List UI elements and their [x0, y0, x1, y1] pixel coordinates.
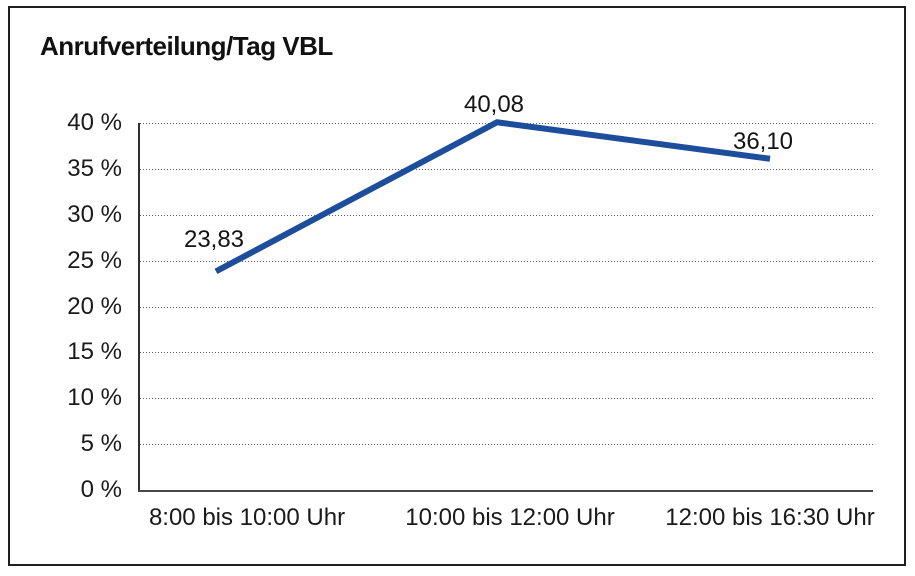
y-tick-label: 15 % — [67, 338, 122, 366]
series-line — [214, 119, 771, 275]
gridline — [140, 260, 873, 262]
gridline — [140, 214, 873, 216]
x-tick-label: 12:00 bis 16:30 Uhr — [665, 504, 875, 531]
y-tick-label: 25 % — [67, 246, 122, 274]
chart-title: Anrufverteilung/Tag VBL — [40, 31, 333, 61]
gridline — [140, 444, 873, 446]
gridline — [140, 398, 873, 400]
data-label: 36,10 — [732, 127, 794, 155]
gridline — [140, 306, 873, 308]
data-label: 23,83 — [183, 226, 245, 254]
y-tick-label: 0 % — [80, 476, 122, 503]
series-polyline — [214, 119, 771, 275]
y-tick-label: 5 % — [80, 430, 122, 458]
chart-frame — [8, 6, 906, 566]
y-tick-label: 10 % — [67, 384, 122, 412]
gridline — [140, 168, 873, 170]
plot-area: 0 % 5 % 10 % 15 % 20 % 25 % 30 % 35 % 40 % 8:00 b… — [67, 91, 874, 531]
y-tick-label: 20 % — [67, 292, 122, 320]
y-tick-label: 30 % — [67, 200, 122, 228]
gridline — [140, 352, 873, 354]
y-axis-line — [138, 123, 140, 492]
x-tick-label: 10:00 bis 12:00 Uhr — [405, 504, 615, 531]
x-axis-line — [138, 490, 873, 492]
x-tick-label: 8:00 bis 10:00 Uhr — [148, 504, 346, 531]
y-tick-label: 35 % — [67, 154, 122, 182]
data-label: 40,08 — [463, 91, 525, 119]
y-tick-label: 40 % — [67, 109, 122, 136]
